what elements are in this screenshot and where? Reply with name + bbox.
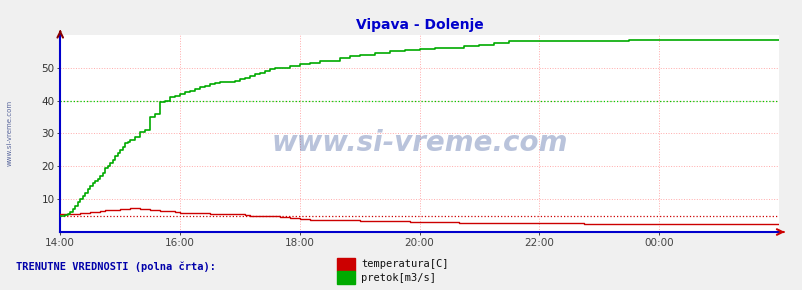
Title: Vipava - Dolenje: Vipava - Dolenje <box>355 18 483 32</box>
Text: temperatura[C]: temperatura[C] <box>361 260 448 269</box>
Text: www.si-vreme.com: www.si-vreme.com <box>6 100 13 166</box>
Text: www.si-vreme.com: www.si-vreme.com <box>271 129 567 157</box>
Text: TRENUTNE VREDNOSTI (polna črta):: TRENUTNE VREDNOSTI (polna črta): <box>16 261 216 271</box>
Text: pretok[m3/s]: pretok[m3/s] <box>361 273 435 282</box>
